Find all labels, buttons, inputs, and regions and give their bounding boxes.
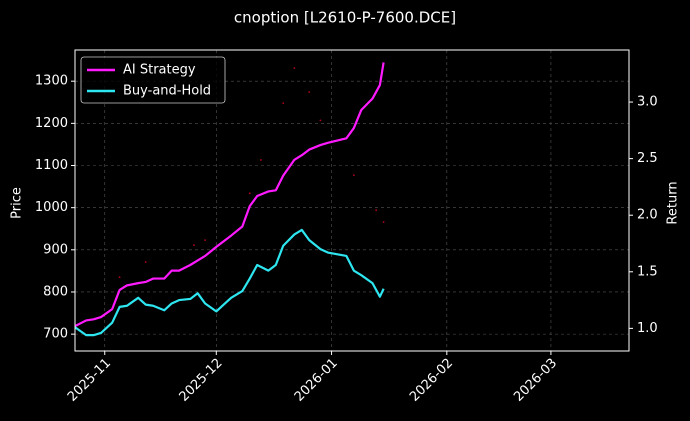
y2-tick-label: 3.0 (637, 95, 658, 110)
y-tick-label: 1100 (35, 158, 68, 173)
price-point (308, 91, 311, 94)
price-point (193, 244, 195, 247)
price-point (248, 192, 251, 195)
y-tick-label: 700 (43, 327, 68, 342)
y-tick-label: 1300 (35, 74, 68, 89)
y-tick-label: 800 (43, 284, 68, 299)
y-axis-label: Price (10, 187, 25, 219)
y2-tick-label: 2.0 (637, 208, 658, 223)
price-point (260, 159, 262, 161)
y2-tick-label: 1.5 (637, 264, 658, 279)
price-point (375, 209, 378, 212)
y2-axis-label: Return (666, 181, 681, 224)
plot-frame (74, 49, 630, 352)
y2-tick-label: 1.0 (637, 321, 658, 336)
price-point (118, 276, 121, 279)
y-tick-label: 900 (43, 242, 68, 257)
price-point (282, 102, 285, 105)
chart-title: cnoption [L2610-P-7600.DCE] (234, 9, 456, 27)
y2-tick-label: 2.5 (637, 151, 658, 166)
price-point (382, 221, 385, 223)
y-tick-label: 1200 (35, 116, 68, 131)
legend-label: AI Strategy (123, 63, 196, 78)
price-point (293, 67, 296, 70)
price-point (204, 239, 207, 242)
price-point (144, 261, 147, 263)
series-line (74, 62, 385, 328)
price-point (319, 119, 322, 122)
y-tick-label: 1000 (35, 200, 68, 215)
legend-label: Buy-and-Hold (123, 84, 211, 99)
price-point (352, 174, 355, 177)
series-line (74, 228, 385, 337)
legend-box (80, 56, 226, 104)
